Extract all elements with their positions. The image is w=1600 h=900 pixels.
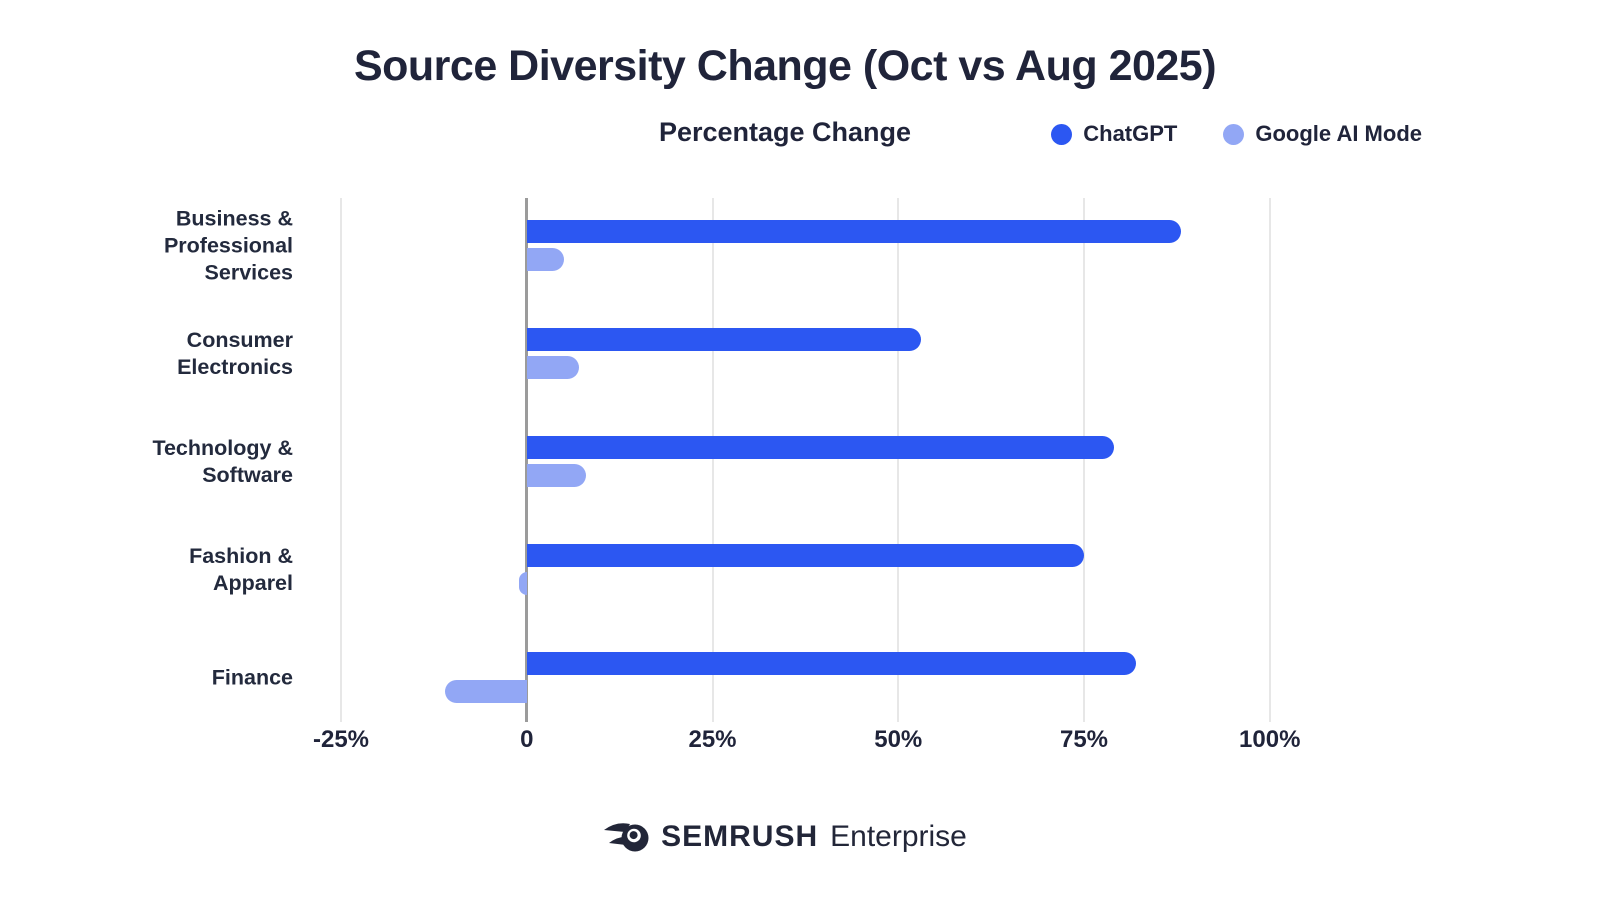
legend-item-chatgpt: ChatGPT	[1051, 121, 1177, 147]
legend-label-google-ai-mode: Google AI Mode	[1255, 121, 1422, 146]
bar-chatgpt	[526, 436, 1114, 459]
x-axis-tick-label: 0	[520, 726, 534, 753]
legend-item-google-ai-mode: Google AI Mode	[1223, 121, 1422, 147]
chart-subtitle: Percentage Change	[658, 117, 912, 147]
bar-chatgpt	[526, 652, 1136, 675]
bar-google-ai-mode	[526, 356, 579, 379]
gridline	[1083, 198, 1085, 722]
legend: ChatGPT Google AI Mode	[1051, 121, 1422, 147]
x-axis-tick-label: 50%	[874, 726, 923, 753]
x-axis-tick-label: 25%	[688, 726, 737, 753]
brand-name: SEMRUSH	[661, 820, 819, 853]
gridline	[711, 198, 714, 722]
bar-google-ai-mode	[526, 248, 564, 271]
gridline	[340, 198, 342, 722]
x-axis-tick-label: 75%	[1059, 726, 1109, 753]
x-axis-tick-label: -25%	[312, 726, 370, 753]
bar-chatgpt	[526, 220, 1181, 243]
chatgpt-dot-icon	[1051, 123, 1073, 145]
google-ai-mode-dot-icon	[1223, 123, 1245, 145]
bar-google-ai-mode	[526, 464, 587, 487]
legend-label-chatgpt: ChatGPT	[1083, 121, 1178, 146]
gridline	[897, 198, 900, 722]
bar-chatgpt	[526, 544, 1084, 567]
semrush-icon	[604, 823, 649, 852]
page-title: Source Diversity Change (Oct vs Aug 2025…	[353, 42, 1217, 90]
gridline	[1268, 198, 1271, 722]
bar-google-ai-mode	[519, 572, 527, 595]
category-label: Fashion & Apparel	[189, 543, 293, 595]
category-label: Technology & Software	[152, 435, 293, 487]
category-label: Finance	[211, 665, 293, 689]
bar-chatgpt	[526, 328, 921, 351]
category-label: Consumer Electronics	[177, 327, 293, 379]
footer-logo: SEMRUSH Enterprise	[0, 818, 1570, 856]
x-axis-tick-label: 100%	[1239, 726, 1301, 753]
bar-google-ai-mode	[445, 680, 527, 703]
brand-suffix: Enterprise	[830, 820, 967, 853]
category-label: Business & Professional Services	[163, 206, 293, 284]
zero-axis-line	[525, 198, 529, 722]
